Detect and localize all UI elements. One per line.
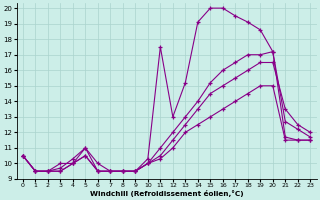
X-axis label: Windchill (Refroidissement éolien,°C): Windchill (Refroidissement éolien,°C): [90, 190, 244, 197]
